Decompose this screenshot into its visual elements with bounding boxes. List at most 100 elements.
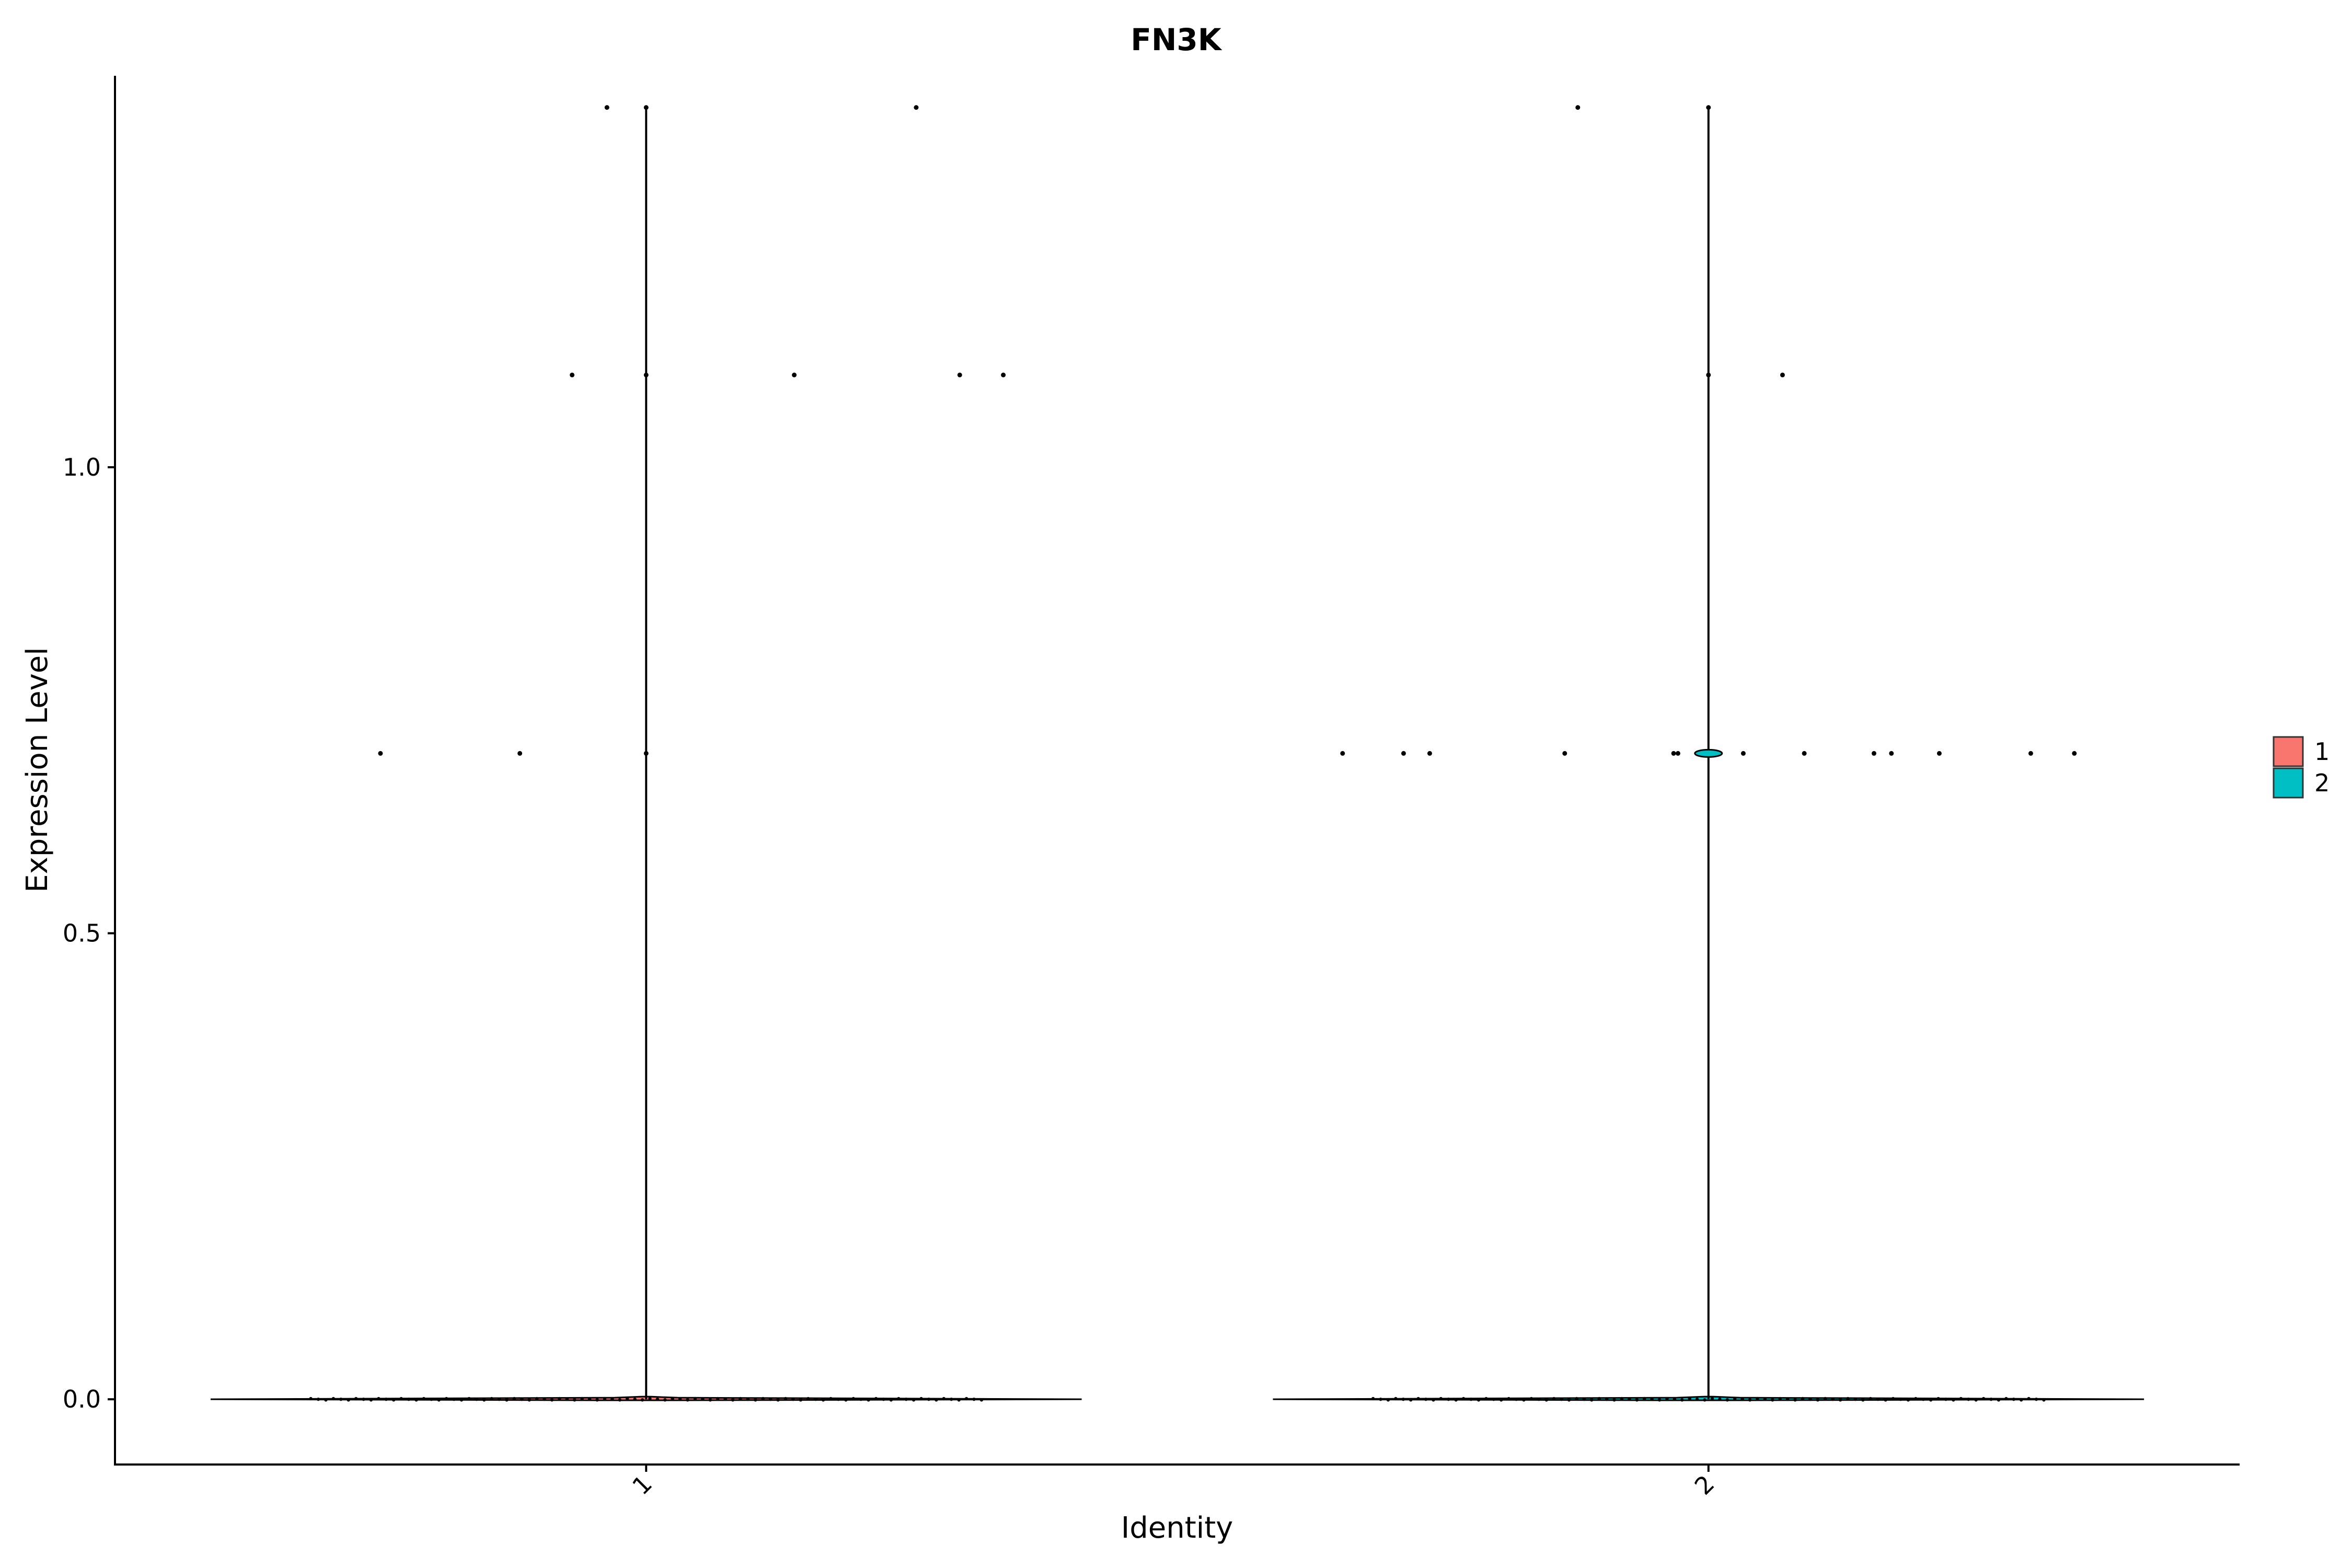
data-point <box>2027 1397 2031 1401</box>
data-point <box>1688 1397 1691 1401</box>
data-point <box>1989 1397 1993 1401</box>
data-point <box>517 751 523 756</box>
data-point <box>792 372 797 377</box>
data-point <box>655 1397 660 1401</box>
data-point <box>2012 1397 2015 1401</box>
data-point <box>927 1397 931 1401</box>
data-point <box>874 1397 878 1401</box>
data-point <box>1936 1397 1940 1401</box>
data-point <box>1718 1397 1722 1401</box>
data-point <box>535 1397 539 1401</box>
y-tick-label: 0.5 <box>63 919 101 948</box>
data-point <box>1507 1397 1511 1401</box>
data-point <box>844 1398 848 1402</box>
data-point <box>821 1398 825 1402</box>
data-point <box>1906 1398 1910 1402</box>
data-point <box>1793 1398 1797 1402</box>
data-point <box>565 1397 569 1401</box>
data-point <box>1454 1398 1458 1402</box>
data-point <box>1733 1397 1737 1401</box>
legend-swatch-2 <box>2273 767 2304 799</box>
data-point <box>610 1397 614 1401</box>
data-point <box>1401 751 1406 756</box>
data-point <box>407 1397 411 1401</box>
data-point <box>392 1398 396 1402</box>
data-point <box>1706 372 1711 377</box>
data-point <box>1401 1397 1405 1401</box>
data-point <box>437 1398 441 1402</box>
data-point <box>889 1398 893 1402</box>
data-point <box>452 1397 456 1401</box>
data-point <box>1861 1398 1865 1402</box>
data-point <box>1808 1397 1812 1401</box>
data-point <box>1671 751 1676 756</box>
data-point <box>1552 1397 1556 1401</box>
data-point <box>1522 1398 1526 1402</box>
data-point <box>1537 1397 1541 1401</box>
data-point <box>882 1397 885 1401</box>
data-point <box>663 1398 667 1402</box>
data-point <box>1439 1397 1443 1401</box>
data-point <box>1869 1397 1872 1401</box>
data-point <box>505 1398 509 1402</box>
data-point <box>1871 751 1876 756</box>
data-point <box>836 1397 840 1401</box>
data-point <box>1914 1397 1918 1401</box>
data-point <box>490 1397 493 1401</box>
data-point <box>1575 105 1581 110</box>
data-point <box>1500 1398 1503 1402</box>
data-point <box>1642 1397 1646 1401</box>
data-point <box>799 1398 803 1402</box>
data-point <box>1740 1397 1744 1401</box>
data-point <box>331 1397 336 1401</box>
data-point <box>1409 1398 1413 1402</box>
data-point <box>1801 1397 1805 1401</box>
data-point <box>2004 1397 2008 1401</box>
data-point <box>580 1397 584 1401</box>
data-point <box>2042 1398 2046 1402</box>
data-point <box>829 1397 833 1401</box>
data-point <box>1967 1397 1970 1401</box>
data-point <box>1763 1397 1767 1401</box>
data-point <box>1582 1397 1586 1401</box>
data-point <box>587 1397 592 1401</box>
data-point <box>643 105 649 110</box>
data-point <box>1567 1398 1571 1402</box>
data-point <box>761 1397 765 1401</box>
data-point <box>867 1398 870 1402</box>
data-point <box>942 1397 946 1401</box>
data-point <box>972 1397 976 1401</box>
data-point <box>316 1397 320 1401</box>
violin-group-2 <box>1273 105 2145 1402</box>
y-tick-label: 0.0 <box>63 1385 101 1413</box>
data-point <box>527 1398 531 1402</box>
data-point <box>648 1397 652 1401</box>
data-point <box>914 105 919 110</box>
data-point <box>643 751 649 756</box>
data-point <box>1605 1397 1609 1401</box>
data-point <box>1461 1397 1466 1401</box>
data-point <box>497 1397 501 1401</box>
data-point <box>1824 1397 1827 1401</box>
data-point <box>324 1398 328 1402</box>
data-point <box>384 1397 388 1401</box>
data-point <box>701 1397 705 1401</box>
data-point <box>347 1398 350 1402</box>
violin-bulge-2 <box>1694 748 1723 758</box>
data-point <box>430 1397 433 1401</box>
data-point <box>595 1398 599 1402</box>
data-point <box>1703 1398 1707 1402</box>
data-point <box>603 1397 607 1401</box>
data-point <box>851 1397 855 1401</box>
data-point <box>512 1397 516 1401</box>
data-point <box>791 1397 795 1401</box>
data-point <box>482 1398 486 1402</box>
data-point <box>783 1397 788 1401</box>
data-point <box>1778 1397 1782 1401</box>
data-point <box>640 1398 644 1402</box>
data-point <box>1891 1397 1895 1401</box>
y-axis-ticks: 0.0 0.5 1.0 <box>63 453 115 1413</box>
data-point <box>1831 1397 1835 1401</box>
data-point <box>1846 1397 1850 1401</box>
